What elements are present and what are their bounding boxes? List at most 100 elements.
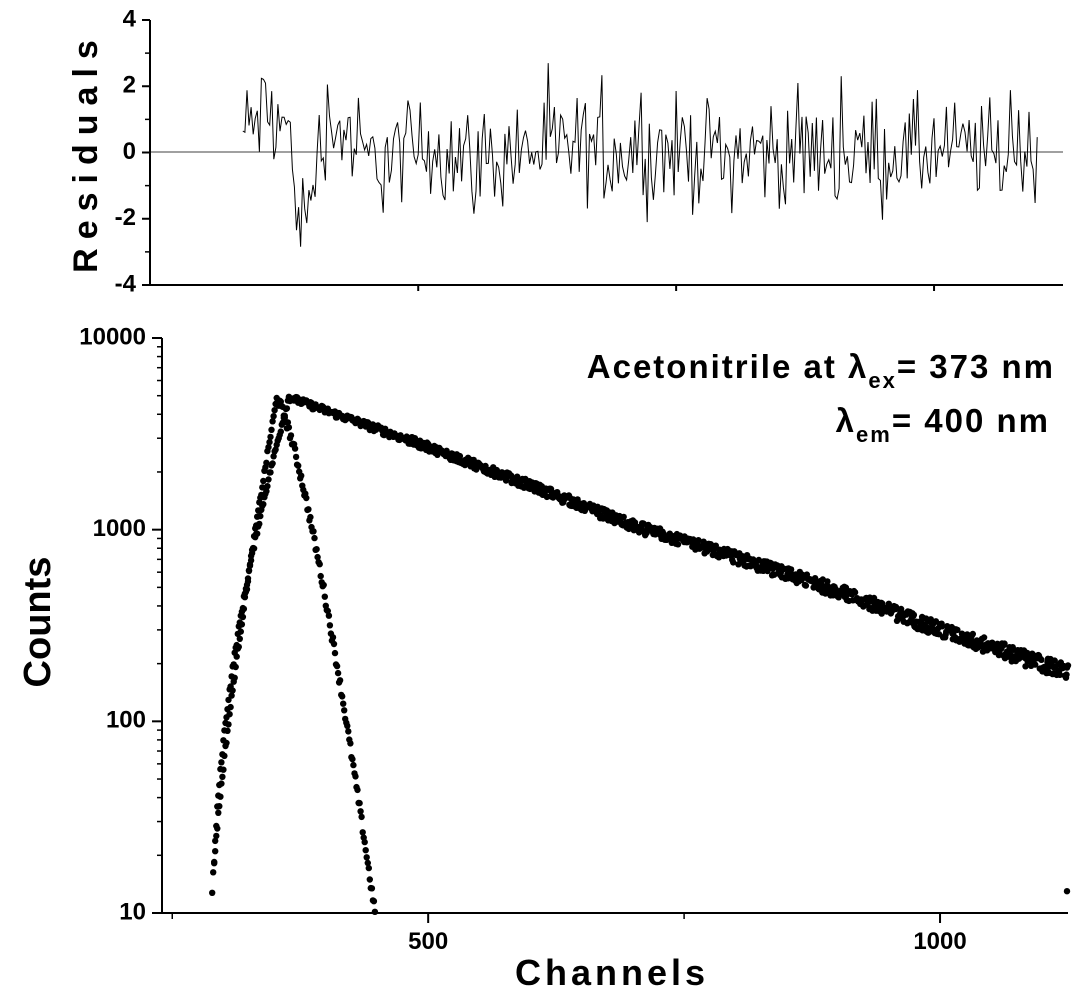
irf-point xyxy=(347,740,354,747)
decay-point xyxy=(222,719,229,727)
residuals-y-tick-label: -2 xyxy=(115,204,136,231)
decay-point xyxy=(267,469,274,476)
decay-y-ticks: 10 100 1000 10000 xyxy=(79,323,162,925)
irf-point xyxy=(357,808,364,815)
irf-point xyxy=(359,829,366,836)
decay-scatter-points xyxy=(209,393,1072,915)
decay-y-tick-label: 100 xyxy=(106,707,146,734)
decay-point xyxy=(851,589,859,596)
irf-point xyxy=(310,528,317,535)
irf-point xyxy=(292,453,300,461)
decay-point xyxy=(227,683,234,690)
decay-point xyxy=(660,530,667,537)
irf-point xyxy=(366,876,373,883)
decay-y-tick-label: 10 xyxy=(119,898,146,925)
irf-point xyxy=(326,622,334,629)
decay-point xyxy=(243,581,251,589)
decay-point xyxy=(233,641,240,649)
irf-point xyxy=(356,799,363,807)
residuals-series-line xyxy=(242,63,1038,247)
decay-point xyxy=(969,630,976,638)
decay-point xyxy=(263,488,270,495)
residuals-y-tick-label: -4 xyxy=(115,270,137,297)
decay-point xyxy=(824,578,831,585)
decay-y-tick-label: 1000 xyxy=(93,515,146,542)
irf-point xyxy=(295,462,302,469)
decay-point xyxy=(1032,661,1039,668)
irf-point xyxy=(305,506,312,513)
decay-point xyxy=(1056,671,1064,678)
irf-point xyxy=(358,813,365,821)
irf-point xyxy=(270,413,277,420)
irf-point xyxy=(325,612,333,619)
decay-point xyxy=(215,792,222,799)
decay-point xyxy=(247,557,255,564)
irf-point xyxy=(215,809,222,816)
decay-point xyxy=(211,860,218,867)
residuals-y-tick-label: 0 xyxy=(123,138,136,165)
irf-point xyxy=(344,722,351,730)
irf-point xyxy=(271,407,278,414)
decay-point xyxy=(283,405,291,412)
irf-point xyxy=(317,572,324,580)
irf-point xyxy=(340,700,347,707)
decay-point xyxy=(225,696,232,704)
decay-point xyxy=(938,623,946,630)
irf-point xyxy=(265,444,272,451)
irf-point xyxy=(209,889,216,896)
decay-point xyxy=(281,412,288,419)
decay-x-tick-label: 500 xyxy=(408,928,448,955)
decay-point xyxy=(695,537,702,544)
irf-point xyxy=(363,854,370,861)
decay-point xyxy=(1001,640,1008,647)
irf-point xyxy=(316,561,323,568)
decay-point xyxy=(1064,662,1072,669)
residuals-y-axis-title: Residuals xyxy=(67,31,105,273)
residuals-y-tick-label: 4 xyxy=(123,5,137,32)
residuals-trace xyxy=(242,63,1038,247)
decay-point xyxy=(257,512,264,520)
irf-point xyxy=(267,433,274,441)
decay-point xyxy=(228,673,235,680)
irf-point xyxy=(354,786,361,794)
irf-point xyxy=(263,459,270,466)
decay-point xyxy=(787,566,795,573)
decay-point xyxy=(265,476,272,483)
decay-point xyxy=(223,714,230,721)
irf-point xyxy=(330,640,338,648)
decay-point xyxy=(1022,663,1029,670)
decay-point xyxy=(1063,888,1071,895)
annotation-emission: λem= 400 nm xyxy=(836,402,1050,447)
irf-point xyxy=(329,634,337,641)
decay-point xyxy=(244,575,252,582)
decay-point xyxy=(269,460,276,467)
irf-point xyxy=(287,432,295,439)
decay-point xyxy=(224,706,231,713)
decay-point xyxy=(272,446,279,453)
residuals-y-ticks: 4 2 0 -2 -4 xyxy=(115,5,150,297)
irf-point xyxy=(284,419,292,426)
decay-point xyxy=(620,513,627,521)
irf-point xyxy=(313,546,320,553)
decay-point xyxy=(239,604,247,612)
decay-point xyxy=(264,483,271,490)
irf-point xyxy=(314,553,321,561)
irf-point xyxy=(259,484,266,491)
irf-point xyxy=(298,472,305,479)
irf-point xyxy=(362,847,369,854)
decay-point xyxy=(231,649,238,656)
decay-point xyxy=(270,453,277,460)
irf-point xyxy=(345,728,352,735)
decay-point xyxy=(219,751,226,758)
decay-point xyxy=(456,452,464,460)
decay-point xyxy=(250,545,258,552)
decay-point xyxy=(214,803,221,810)
decay-y-tick-label: 10000 xyxy=(79,323,146,350)
decay-point xyxy=(218,759,225,766)
irf-point xyxy=(260,477,267,485)
irf-point xyxy=(210,869,217,876)
decay-point xyxy=(674,541,682,548)
decay-point xyxy=(954,626,961,634)
irf-point xyxy=(213,832,220,840)
decay-point xyxy=(236,619,243,626)
